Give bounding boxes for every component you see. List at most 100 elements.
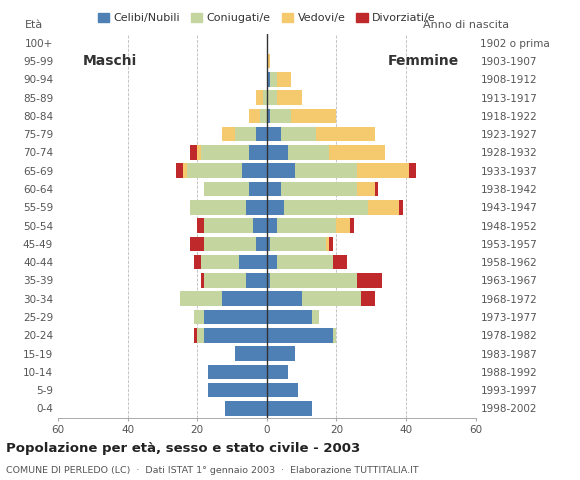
Bar [190, 237, 204, 251]
Bar [277, 218, 336, 233]
Text: Anno di nascita: Anno di nascita [423, 20, 509, 30]
Bar [277, 90, 302, 105]
Bar [194, 255, 201, 269]
Bar [357, 273, 382, 288]
Bar [270, 237, 326, 251]
Bar [409, 163, 416, 178]
Bar [329, 237, 333, 251]
Bar [326, 237, 329, 251]
Text: Maschi: Maschi [83, 54, 137, 68]
Bar [267, 310, 312, 324]
Bar [270, 108, 291, 123]
Bar [263, 90, 267, 105]
Text: COMUNE DI PERLEDO (LC)  ·  Dati ISTAT 1° gennaio 2003  ·  Elaborazione TUTTITALI: COMUNE DI PERLEDO (LC) · Dati ISTAT 1° g… [6, 466, 418, 475]
Bar [357, 182, 375, 196]
Bar [201, 255, 239, 269]
Bar [267, 346, 295, 361]
Bar [235, 346, 267, 361]
Bar [201, 273, 204, 288]
Bar [204, 218, 253, 233]
Bar [267, 383, 298, 397]
Bar [256, 127, 267, 142]
Bar [277, 255, 333, 269]
Bar [267, 182, 281, 196]
Bar [333, 255, 347, 269]
Bar [222, 127, 235, 142]
Bar [197, 328, 204, 343]
Bar [267, 365, 288, 379]
Bar [267, 401, 312, 416]
Bar [267, 90, 277, 105]
Bar [267, 255, 277, 269]
Bar [267, 127, 281, 142]
Bar [239, 255, 267, 269]
Bar [267, 237, 270, 251]
Bar [284, 200, 368, 215]
Bar [225, 401, 267, 416]
Bar [333, 328, 336, 343]
Bar [270, 72, 277, 86]
Bar [249, 108, 260, 123]
Bar [291, 108, 336, 123]
Bar [222, 291, 267, 306]
Bar [183, 163, 187, 178]
Bar [204, 328, 267, 343]
Bar [190, 145, 197, 160]
Bar [246, 200, 267, 215]
Bar [399, 200, 403, 215]
Bar [204, 310, 267, 324]
Bar [249, 145, 267, 160]
Bar [267, 273, 270, 288]
Bar [267, 72, 270, 86]
Bar [295, 163, 357, 178]
Text: Femmine: Femmine [388, 54, 459, 68]
Legend: Celibi/Nubili, Coniugati/e, Vedovi/e, Divorziati/e: Celibi/Nubili, Coniugati/e, Vedovi/e, Di… [93, 9, 440, 28]
Bar [361, 291, 375, 306]
Bar [375, 182, 378, 196]
Bar [267, 200, 284, 215]
Bar [368, 200, 399, 215]
Bar [329, 145, 385, 160]
Bar [194, 310, 204, 324]
Bar [256, 90, 263, 105]
Bar [246, 273, 267, 288]
Bar [350, 218, 354, 233]
Text: Popolazione per età, sesso e stato civile - 2003: Popolazione per età, sesso e stato civil… [6, 442, 360, 455]
Bar [256, 237, 267, 251]
Bar [316, 127, 375, 142]
Bar [267, 163, 295, 178]
Bar [267, 54, 270, 68]
Bar [242, 163, 267, 178]
Bar [201, 145, 249, 160]
Bar [249, 182, 267, 196]
Bar [187, 163, 242, 178]
Bar [235, 127, 256, 142]
Bar [208, 365, 267, 379]
Bar [197, 145, 201, 160]
Bar [281, 127, 316, 142]
Bar [267, 145, 288, 160]
Bar [253, 218, 267, 233]
Bar [270, 273, 357, 288]
Bar [277, 72, 291, 86]
Bar [180, 291, 222, 306]
Bar [267, 328, 333, 343]
Bar [204, 273, 246, 288]
Bar [288, 145, 329, 160]
Bar [260, 108, 267, 123]
Bar [357, 163, 409, 178]
Bar [190, 200, 246, 215]
Bar [267, 291, 302, 306]
Bar [281, 182, 357, 196]
Bar [204, 182, 249, 196]
Text: Età: Età [24, 20, 43, 30]
Bar [194, 328, 197, 343]
Bar [336, 218, 350, 233]
Bar [208, 383, 267, 397]
Bar [302, 291, 361, 306]
Bar [176, 163, 183, 178]
Bar [204, 237, 256, 251]
Bar [312, 310, 319, 324]
Bar [267, 108, 270, 123]
Bar [267, 218, 277, 233]
